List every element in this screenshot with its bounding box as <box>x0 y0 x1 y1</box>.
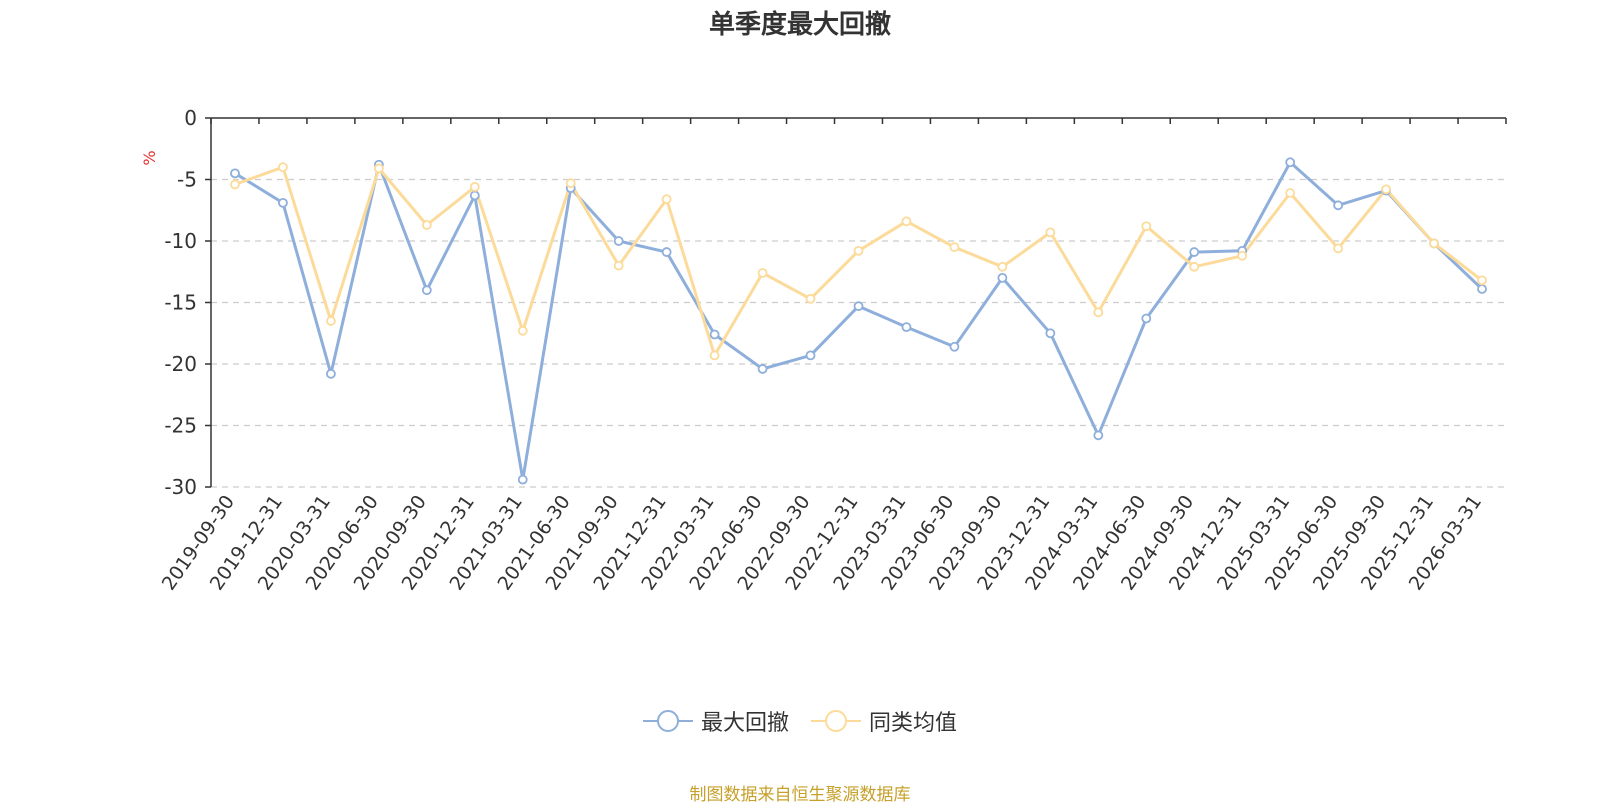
data-point-series-0[interactable] <box>709 329 720 340</box>
data-point-series-1[interactable] <box>853 245 864 256</box>
legend-label: 最大回撤 <box>700 711 789 736</box>
data-point-series-1[interactable] <box>997 261 1008 272</box>
data-point-series-1[interactable] <box>1429 238 1439 249</box>
data-point-series-0[interactable] <box>757 364 768 374</box>
x-tick-labels: 2019-09-302019-12-312020-03-312020-06-30… <box>158 491 1486 594</box>
data-point-series-0[interactable] <box>1045 328 1056 339</box>
data-point-series-0[interactable] <box>949 341 960 352</box>
data-point-series-0[interactable] <box>805 350 816 361</box>
data-point-series-1[interactable] <box>661 194 672 205</box>
data-point-series-1[interactable] <box>373 163 384 174</box>
y-tick-label: -15 <box>164 291 197 315</box>
data-point-series-1[interactable] <box>1477 275 1487 286</box>
data-point-series-0[interactable] <box>997 272 1008 283</box>
data-point-series-0[interactable] <box>613 236 624 246</box>
data-point-series-1[interactable] <box>901 216 912 227</box>
data-point-series-1[interactable] <box>421 220 432 230</box>
data-point-series-0[interactable] <box>421 285 432 296</box>
data-point-series-0[interactable] <box>853 301 864 312</box>
data-point-series-1[interactable] <box>1381 184 1391 195</box>
data-point-series-1[interactable] <box>230 179 240 190</box>
data-point-series-1[interactable] <box>1093 307 1104 318</box>
data-point-series-0[interactable] <box>278 197 288 208</box>
data-point-series-1[interactable] <box>469 181 480 192</box>
grid-lines <box>211 178 1506 488</box>
legend-label: 同类均值 <box>869 711 958 736</box>
legend-item-max-drawdown[interactable]: 最大回撤 <box>642 705 789 737</box>
data-point-series-0[interactable] <box>1093 430 1104 441</box>
data-point-series-0[interactable] <box>1285 157 1296 168</box>
data-point-series-1[interactable] <box>517 325 528 336</box>
data-point-series-1[interactable] <box>1237 250 1248 261</box>
data-point-series-0[interactable] <box>1477 284 1487 294</box>
series-lines <box>230 157 1487 485</box>
data-point-series-1[interactable] <box>565 178 576 189</box>
data-point-series-1[interactable] <box>757 268 768 278</box>
data-point-series-1[interactable] <box>1333 243 1344 254</box>
data-point-series-1[interactable] <box>1189 261 1200 272</box>
data-source-note: 制图数据来自恒生聚源数据库 <box>689 785 911 805</box>
data-point-series-0[interactable] <box>1141 313 1152 324</box>
chart-title: 单季度最大回撤 <box>708 10 891 40</box>
legend-line-circle-icon <box>811 710 861 732</box>
data-point-series-1[interactable] <box>709 350 720 361</box>
data-point-series-0[interactable] <box>517 474 528 485</box>
data-point-series-0[interactable] <box>469 190 480 201</box>
data-point-series-1[interactable] <box>278 162 288 173</box>
legend-item-peer-average[interactable]: 同类均值 <box>811 705 957 737</box>
data-point-series-0[interactable] <box>661 247 672 257</box>
data-point-series-1[interactable] <box>949 242 960 253</box>
data-point-series-0[interactable] <box>901 322 912 333</box>
data-point-series-0[interactable] <box>326 368 336 379</box>
legend-line-circle-icon <box>642 710 693 732</box>
series-line-0 <box>234 160 1484 482</box>
legend: 最大回撤 同类均值 <box>0 705 1600 737</box>
data-point-series-0[interactable] <box>1189 247 1200 257</box>
data-point-series-0[interactable] <box>230 168 240 179</box>
y-tick-label: -5 <box>177 168 197 192</box>
y-tick-label: -25 <box>164 414 197 438</box>
data-point-series-1[interactable] <box>326 316 336 326</box>
y-tick-label: -30 <box>164 475 197 499</box>
data-point-series-1[interactable] <box>1285 188 1296 198</box>
series-line-1 <box>234 165 1483 357</box>
data-point-series-1[interactable] <box>805 293 816 304</box>
data-point-series-1[interactable] <box>1045 227 1056 238</box>
data-point-series-1[interactable] <box>1141 221 1152 232</box>
data-point-series-0[interactable] <box>1333 200 1344 211</box>
data-point-series-1[interactable] <box>613 260 624 271</box>
y-tick-label: -10 <box>164 229 197 253</box>
y-tick-label: 0 <box>184 106 197 130</box>
y-tick-label: -20 <box>164 352 197 376</box>
y-axis-unit: % <box>140 150 159 165</box>
y-tick-labels: 0 -5 -10 -15 -20 -25 -30 <box>164 106 197 499</box>
axes <box>205 117 1507 488</box>
